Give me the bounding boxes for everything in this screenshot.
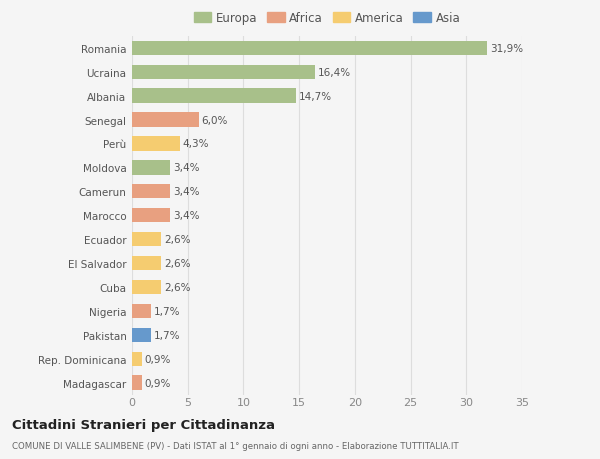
Bar: [132, 137, 180, 151]
Text: 2,6%: 2,6%: [164, 235, 190, 245]
Text: 3,4%: 3,4%: [173, 163, 199, 173]
Bar: [132, 89, 296, 104]
Bar: [132, 280, 161, 295]
Text: 2,6%: 2,6%: [164, 258, 190, 269]
Text: 1,7%: 1,7%: [154, 306, 180, 316]
Text: Cittadini Stranieri per Cittadinanza: Cittadini Stranieri per Cittadinanza: [12, 418, 275, 431]
Bar: [132, 328, 151, 342]
Bar: [132, 65, 315, 80]
Text: 3,4%: 3,4%: [173, 187, 199, 197]
Text: 31,9%: 31,9%: [490, 44, 523, 54]
Legend: Europa, Africa, America, Asia: Europa, Africa, America, Asia: [191, 10, 463, 27]
Text: 1,7%: 1,7%: [154, 330, 180, 340]
Bar: [132, 256, 161, 271]
Bar: [132, 161, 170, 175]
Bar: [132, 113, 199, 128]
Text: COMUNE DI VALLE SALIMBENE (PV) - Dati ISTAT al 1° gennaio di ogni anno - Elabora: COMUNE DI VALLE SALIMBENE (PV) - Dati IS…: [12, 441, 458, 450]
Bar: [132, 352, 142, 366]
Text: 14,7%: 14,7%: [299, 91, 332, 101]
Bar: [132, 232, 161, 247]
Text: 0,9%: 0,9%: [145, 378, 171, 388]
Bar: [132, 375, 142, 390]
Bar: [132, 208, 170, 223]
Bar: [132, 304, 151, 319]
Text: 2,6%: 2,6%: [164, 282, 190, 292]
Bar: [132, 185, 170, 199]
Text: 0,9%: 0,9%: [145, 354, 171, 364]
Text: 3,4%: 3,4%: [173, 211, 199, 221]
Bar: [132, 41, 487, 56]
Text: 4,3%: 4,3%: [182, 139, 209, 149]
Text: 16,4%: 16,4%: [317, 67, 350, 78]
Text: 6,0%: 6,0%: [202, 115, 228, 125]
